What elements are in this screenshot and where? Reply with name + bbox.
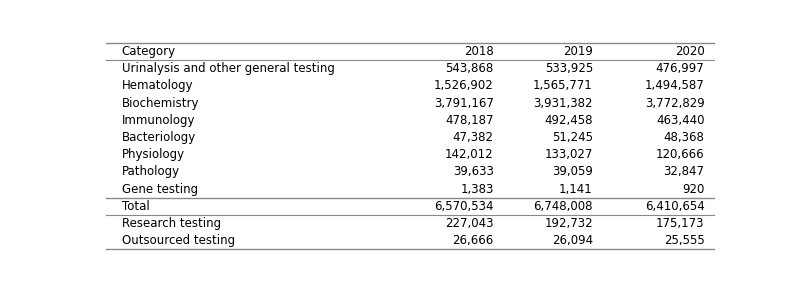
Text: 142,012: 142,012 (445, 148, 494, 161)
Text: 476,997: 476,997 (656, 62, 705, 75)
Text: Immunology: Immunology (122, 114, 195, 127)
Text: Bacteriology: Bacteriology (122, 131, 196, 144)
Text: 463,440: 463,440 (656, 114, 705, 127)
Text: 120,666: 120,666 (656, 148, 705, 161)
Text: 478,187: 478,187 (445, 114, 494, 127)
Text: 32,847: 32,847 (663, 165, 705, 178)
Text: 1,141: 1,141 (559, 183, 593, 196)
Text: 25,555: 25,555 (664, 234, 705, 247)
Text: 6,748,008: 6,748,008 (534, 200, 593, 213)
Text: 3,772,829: 3,772,829 (645, 97, 705, 110)
Text: 3,931,382: 3,931,382 (534, 97, 593, 110)
Text: 47,382: 47,382 (453, 131, 494, 144)
Text: 533,925: 533,925 (545, 62, 593, 75)
Text: Physiology: Physiology (122, 148, 185, 161)
Text: 48,368: 48,368 (664, 131, 705, 144)
Text: 492,458: 492,458 (545, 114, 593, 127)
Text: 227,043: 227,043 (445, 217, 494, 230)
Text: Hematology: Hematology (122, 80, 194, 92)
Text: Research testing: Research testing (122, 217, 221, 230)
Text: 2018: 2018 (464, 45, 494, 58)
Text: 920: 920 (682, 183, 705, 196)
Text: 133,027: 133,027 (545, 148, 593, 161)
Text: 1,383: 1,383 (460, 183, 494, 196)
Text: 1,526,902: 1,526,902 (434, 80, 494, 92)
Text: 192,732: 192,732 (544, 217, 593, 230)
Text: 2020: 2020 (674, 45, 705, 58)
Text: 2019: 2019 (563, 45, 593, 58)
Text: 175,173: 175,173 (656, 217, 705, 230)
Text: 51,245: 51,245 (552, 131, 593, 144)
Text: 26,666: 26,666 (453, 234, 494, 247)
Text: 1,565,771: 1,565,771 (533, 80, 593, 92)
Text: Pathology: Pathology (122, 165, 180, 178)
Text: Urinalysis and other general testing: Urinalysis and other general testing (122, 62, 334, 75)
Text: 26,094: 26,094 (552, 234, 593, 247)
Text: Outsourced testing: Outsourced testing (122, 234, 235, 247)
Text: Biochemistry: Biochemistry (122, 97, 199, 110)
Text: 39,633: 39,633 (453, 165, 494, 178)
Text: 6,570,534: 6,570,534 (434, 200, 494, 213)
Text: Category: Category (122, 45, 176, 58)
Text: Total: Total (122, 200, 150, 213)
Text: Gene testing: Gene testing (122, 183, 198, 196)
Text: 39,059: 39,059 (552, 165, 593, 178)
Text: 1,494,587: 1,494,587 (645, 80, 705, 92)
Text: 6,410,654: 6,410,654 (645, 200, 705, 213)
Text: 3,791,167: 3,791,167 (434, 97, 494, 110)
Text: 543,868: 543,868 (446, 62, 494, 75)
